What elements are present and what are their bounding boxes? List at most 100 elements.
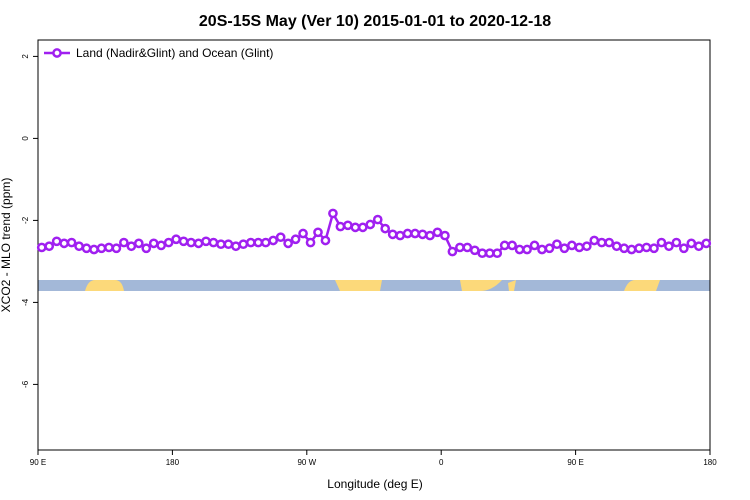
data-point xyxy=(484,248,495,259)
data-point xyxy=(186,237,196,248)
data-point xyxy=(275,232,286,243)
data-point xyxy=(253,237,264,248)
data-point xyxy=(477,248,488,259)
x-tick-label: 0 xyxy=(439,458,444,467)
data-point xyxy=(66,237,77,248)
data-point xyxy=(163,237,174,248)
data-point xyxy=(492,248,503,259)
data-point xyxy=(432,227,443,238)
data-point xyxy=(231,241,241,252)
data-point xyxy=(447,246,458,257)
data-point xyxy=(81,243,92,254)
data-point xyxy=(357,222,368,233)
data-point xyxy=(156,240,167,251)
data-point xyxy=(589,235,600,246)
land-band xyxy=(335,280,382,291)
x-tick-label: 180 xyxy=(166,458,180,467)
data-point xyxy=(328,208,338,219)
data-point xyxy=(544,243,555,254)
legend-marker xyxy=(52,48,62,58)
data-point xyxy=(410,228,420,239)
y-axis-label: XCO2 - MLO trend (ppm) xyxy=(0,178,13,313)
data-point xyxy=(313,227,323,238)
y-tick-label: -4 xyxy=(21,298,30,306)
data-point xyxy=(440,230,450,241)
data-point xyxy=(499,240,510,251)
data-point xyxy=(604,237,615,248)
data-point xyxy=(380,223,391,234)
data-point xyxy=(641,242,652,253)
data-point xyxy=(507,240,517,251)
data-point xyxy=(350,222,361,233)
land-band xyxy=(624,280,660,291)
data-point xyxy=(119,237,129,248)
data-point xyxy=(335,221,346,232)
data-point xyxy=(298,228,308,239)
x-tick-label: 90 W xyxy=(297,458,316,467)
data-point xyxy=(462,242,473,253)
data-point xyxy=(552,239,562,250)
land-band xyxy=(85,280,124,291)
data-point xyxy=(290,234,301,245)
x-tick-label: 90 E xyxy=(567,458,583,467)
data-point xyxy=(649,243,659,254)
data-point xyxy=(686,238,697,249)
data-point xyxy=(372,214,383,225)
data-point xyxy=(96,243,107,254)
x-tick-label: 180 xyxy=(703,458,717,467)
data-point xyxy=(74,241,84,252)
data-point xyxy=(529,240,540,251)
data-point xyxy=(178,236,189,247)
data-point xyxy=(245,237,256,248)
data-point xyxy=(537,244,547,255)
legend-label: Land (Nadir&Glint) and Ocean (Glint) xyxy=(76,46,273,60)
data-point xyxy=(387,229,398,240)
data-point xyxy=(395,230,405,241)
data-point xyxy=(216,239,226,250)
data-point xyxy=(104,242,114,253)
chart-title: 20S-15S May (Ver 10) 2015-01-01 to 2020-… xyxy=(199,13,551,30)
data-point xyxy=(133,238,144,249)
data-point xyxy=(171,234,181,245)
data-point xyxy=(268,235,279,246)
data-point xyxy=(320,235,331,246)
data-point xyxy=(260,237,271,248)
y-tick-label: 2 xyxy=(21,54,30,59)
data-point xyxy=(193,238,204,249)
data-point xyxy=(425,230,435,241)
data-point xyxy=(36,242,47,253)
data-point xyxy=(634,243,644,254)
data-point xyxy=(89,244,99,255)
data-point xyxy=(238,239,249,250)
data-point xyxy=(402,228,413,239)
data-point xyxy=(283,238,293,249)
y-tick-label: -6 xyxy=(21,380,30,388)
y-tick-label: 0 xyxy=(21,136,30,141)
data-point xyxy=(223,239,234,250)
data-point xyxy=(611,241,622,252)
y-tick-label: -2 xyxy=(21,216,30,224)
data-point xyxy=(671,237,682,248)
data-point xyxy=(126,241,137,252)
land-band xyxy=(460,280,502,291)
data-point xyxy=(44,241,55,252)
data-point xyxy=(701,238,712,249)
data-point xyxy=(522,244,532,255)
data-point xyxy=(343,220,353,231)
data-point xyxy=(305,237,316,248)
data-point xyxy=(581,241,592,252)
data-point xyxy=(111,243,122,254)
data-point xyxy=(51,236,62,247)
data-point xyxy=(514,244,525,255)
data-point xyxy=(567,240,577,251)
x-tick-label: 90 E xyxy=(30,458,46,467)
data-point xyxy=(365,219,376,230)
data-point xyxy=(469,245,480,256)
data-point xyxy=(679,243,689,254)
x-axis-label: Longitude (deg E) xyxy=(327,477,422,491)
data-point xyxy=(626,244,637,255)
data-point xyxy=(208,237,219,248)
data-point xyxy=(596,237,607,248)
data-point xyxy=(574,242,585,253)
